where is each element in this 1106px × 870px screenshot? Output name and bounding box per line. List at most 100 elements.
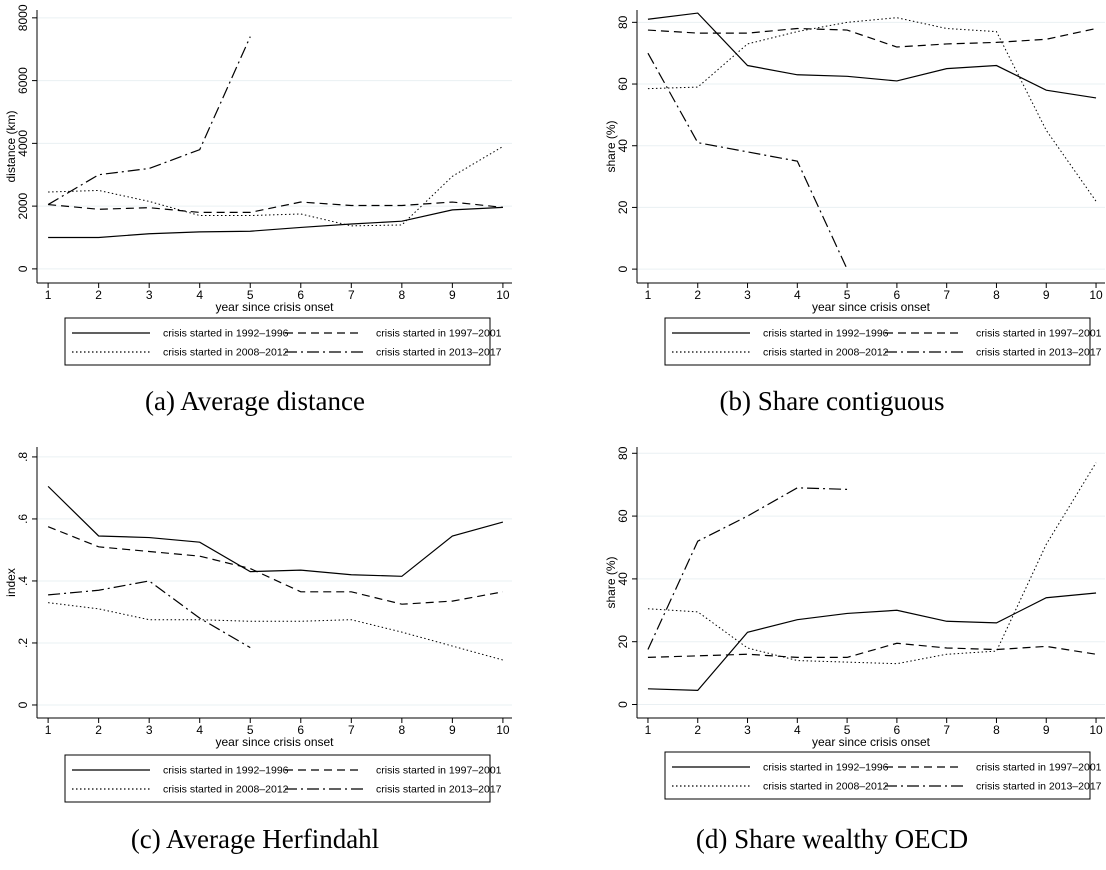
x-tick-label: 8 [993,723,1000,737]
y-tick-label: 80 [616,446,630,460]
x-tick-label: 8 [398,723,405,737]
y-tick-label: 4000 [16,130,30,157]
y-tick-label: .2 [16,638,30,648]
x-tick-label: 1 [645,288,652,302]
x-tick-label: 5 [247,288,254,302]
legend-label: crisis started in 1992–1996 [163,765,289,777]
x-tick-label: 6 [894,288,901,302]
y-tick-label: 40 [616,572,630,586]
x-tick-label: 3 [146,723,153,737]
series-line [647,487,848,650]
y-tick-label: .4 [16,576,30,586]
x-tick-label: 9 [449,288,456,302]
y-tick-label: 80 [616,15,630,29]
series-line [647,12,1097,99]
legend-label: crisis started in 1997–2001 [976,328,1102,340]
legend-label: crisis started in 2008–2012 [763,347,889,359]
x-tick-label: 2 [694,288,701,302]
x-tick-label: 2 [694,723,701,737]
legend-box [64,317,491,366]
x-tick-label: 7 [943,723,950,737]
x-tick-label: 4 [794,723,801,737]
x-tick-label: 3 [146,288,153,302]
x-tick-label: 7 [348,723,355,737]
x-tick-label: 4 [196,723,203,737]
legend-label: crisis started in 2008–2012 [163,347,289,359]
series-line [647,462,1097,665]
legend-box [64,754,491,803]
series-line [47,36,251,206]
x-tick-label: 6 [297,288,304,302]
legend-box [664,317,1091,366]
legend-label: crisis started in 1992–1996 [163,328,289,340]
legend-label: crisis started in 1997–2001 [376,765,502,777]
legend-label: crisis started in 1992–1996 [763,762,889,774]
series-line [48,602,504,661]
legend-label: crisis started in 2008–2012 [763,781,889,793]
x-tick-label: 1 [645,723,652,737]
caption: (c) Average Herfindahl [131,824,379,854]
y-tick-label: .8 [16,452,30,462]
y-axis-title: share (%) [604,556,618,608]
x-tick-label: 2 [95,288,102,302]
legend-label: crisis started in 2013–2017 [376,347,502,359]
series-line [48,580,251,649]
x-axis-title: year since crisis onset [812,300,931,314]
series-line [48,201,503,213]
x-tick-label: 9 [1043,723,1050,737]
y-axis-title: distance (km) [4,110,18,182]
x-tick-label: 10 [496,288,510,302]
y-axis-title: index [4,568,18,597]
y-tick-label: 0 [616,265,630,272]
x-tick-label: 6 [894,723,901,737]
x-tick-label: 5 [844,288,851,302]
series-line [647,642,1097,658]
x-tick-label: 8 [993,288,1000,302]
x-axis-title: year since crisis onset [215,735,334,749]
caption: (a) Average distance [145,386,365,416]
x-tick-label: 10 [496,723,510,737]
x-tick-label: 6 [297,723,304,737]
legend-label: crisis started in 1997–2001 [976,762,1102,774]
x-tick-label: 5 [844,723,851,737]
y-tick-label: 6000 [16,67,30,94]
series-line [647,17,1097,202]
x-tick-label: 3 [744,723,751,737]
y-tick-label: 20 [616,635,630,649]
legend-label: crisis started in 2013–2017 [976,347,1102,359]
legend-label: crisis started in 1992–1996 [763,328,889,340]
x-tick-label: 7 [943,288,950,302]
x-tick-label: 2 [95,723,102,737]
legend-label: crisis started in 1997–2001 [376,328,502,340]
y-axis-title: share (%) [604,120,618,172]
legend-label: crisis started in 2008–2012 [163,784,289,796]
y-tick-label: 0 [616,701,630,708]
x-tick-label: 8 [398,288,405,302]
x-tick-label: 10 [1089,723,1103,737]
x-tick-label: 9 [1043,288,1050,302]
x-tick-label: 3 [744,288,751,302]
x-tick-label: 4 [196,288,203,302]
x-tick-label: 9 [449,723,456,737]
x-tick-label: 1 [45,723,52,737]
x-tick-label: 4 [794,288,801,302]
x-tick-label: 7 [348,288,355,302]
y-tick-label: 60 [616,77,630,91]
legend-label: crisis started in 2013–2017 [376,784,502,796]
caption: (b) Share contiguous [720,386,945,416]
y-tick-label: 0 [16,701,30,708]
x-tick-label: 1 [45,288,52,302]
y-tick-label: 0 [16,265,30,272]
y-tick-label: 20 [616,200,630,214]
legend-label: crisis started in 2013–2017 [976,781,1102,793]
y-tick-label: 8000 [16,4,30,31]
y-tick-label: 2000 [16,192,30,219]
x-tick-label: 5 [247,723,254,737]
x-axis-title: year since crisis onset [812,735,931,749]
y-tick-label: 60 [616,509,630,523]
legend-box [664,751,1091,800]
x-tick-label: 10 [1089,288,1103,302]
y-tick-label: .6 [16,514,30,524]
series-line [647,27,1097,48]
